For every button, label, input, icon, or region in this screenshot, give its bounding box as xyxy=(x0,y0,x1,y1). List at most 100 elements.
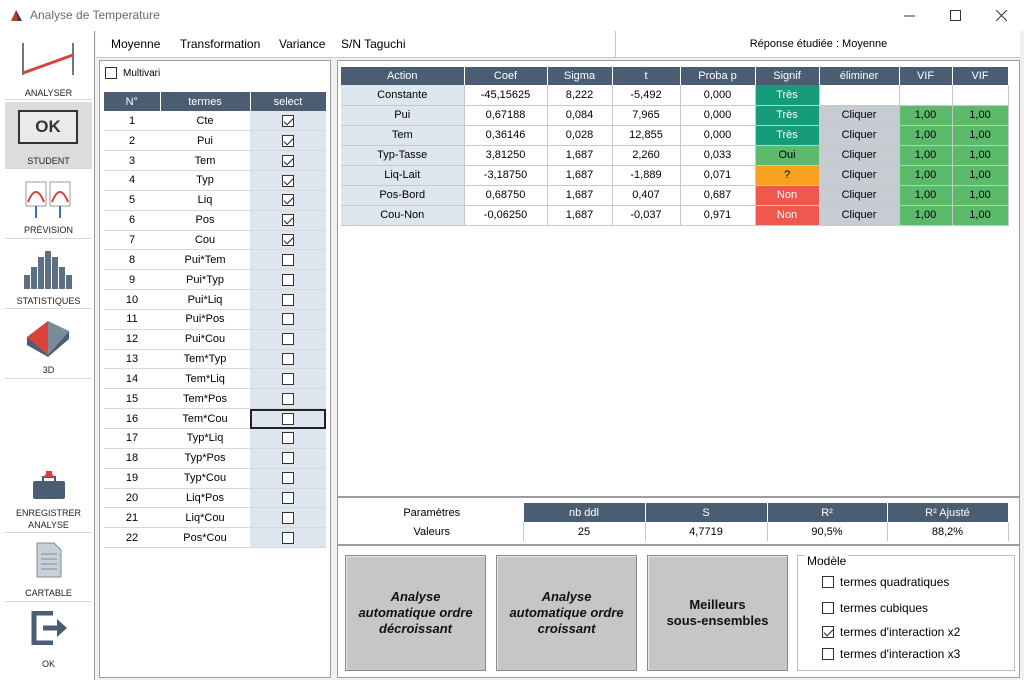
close-button[interactable] xyxy=(978,0,1024,31)
result-proba: 0,033 xyxy=(680,145,756,166)
result-vif: 1,00 xyxy=(899,125,953,146)
term-select-checkbox[interactable] xyxy=(282,472,294,485)
term-select-checkbox[interactable] xyxy=(282,412,294,425)
multivari-checkbox[interactable]: Multivari xyxy=(105,67,160,79)
menu-variance[interactable]: Variance xyxy=(279,37,326,51)
multivari-box[interactable] xyxy=(105,67,117,79)
menu-moyenne[interactable]: Moyenne xyxy=(111,37,161,51)
term-select-checkbox[interactable] xyxy=(282,432,294,445)
menu-sn-taguchi[interactable]: S/N Taguchi xyxy=(341,37,406,51)
terms-table: N° termes select 1 Cte 2 Pui 3 Tem 4 Typ 5 Liq 6 Po… xyxy=(104,92,327,549)
menu-transformation[interactable]: Transformation xyxy=(180,37,261,51)
cubiques-checkbox[interactable] xyxy=(822,602,834,614)
quadratiques-checkbox[interactable] xyxy=(822,576,834,588)
analyse-croissant-button[interactable]: Analyse automatique ordre croissant xyxy=(496,555,637,671)
toolbar-student[interactable]: OK STUDENT xyxy=(5,102,92,169)
analyse-decroissant-button[interactable]: Analyse automatique ordre décroissant xyxy=(345,555,486,671)
term-row: 15 Tem*Pos xyxy=(104,388,326,410)
toolbar-prevision[interactable]: PRÉVISION xyxy=(5,171,92,239)
term-name: Typ*Cou xyxy=(160,468,250,489)
term-select-checkbox[interactable] xyxy=(282,392,294,405)
term-select-cell[interactable] xyxy=(250,249,326,271)
term-select-checkbox[interactable] xyxy=(282,531,294,544)
toolbar-3d[interactable]: 3D xyxy=(5,311,92,379)
toolbar-ok[interactable]: OK xyxy=(5,603,92,673)
result-action: Cou-Non xyxy=(341,205,465,226)
term-select-cell[interactable] xyxy=(250,150,326,172)
minimize-button[interactable] xyxy=(886,0,932,31)
term-select-checkbox[interactable] xyxy=(282,293,294,306)
result-vif: 1,00 xyxy=(899,145,953,166)
term-select-checkbox[interactable] xyxy=(282,174,294,187)
toolbar-cartable[interactable]: CARTABLE xyxy=(5,534,92,602)
option-interaction-x2[interactable]: termes d'interaction x2 xyxy=(822,625,960,639)
term-select-cell[interactable] xyxy=(250,408,326,429)
term-select-cell[interactable] xyxy=(250,130,326,152)
term-select-checkbox[interactable] xyxy=(282,194,294,207)
term-select-checkbox[interactable] xyxy=(282,353,294,366)
term-select-checkbox[interactable] xyxy=(282,313,294,326)
term-select-checkbox[interactable] xyxy=(282,333,294,346)
eliminer-button[interactable]: Cliquer xyxy=(819,205,900,226)
result-vif xyxy=(952,85,1009,106)
term-select-cell[interactable] xyxy=(250,329,326,350)
term-select-checkbox[interactable] xyxy=(282,114,294,127)
term-select-cell[interactable] xyxy=(250,428,326,449)
term-number: 19 xyxy=(104,468,160,489)
term-select-cell[interactable] xyxy=(250,368,326,390)
maximize-button[interactable] xyxy=(932,0,978,31)
term-number: 15 xyxy=(104,388,160,410)
term-select-cell[interactable] xyxy=(250,289,326,310)
term-select-cell[interactable] xyxy=(250,507,326,529)
option-quadratiques[interactable]: termes quadratiques xyxy=(822,575,949,589)
term-select-checkbox[interactable] xyxy=(282,273,294,286)
eliminer-button[interactable]: Cliquer xyxy=(819,125,900,146)
term-number: 9 xyxy=(104,269,160,291)
term-select-cell[interactable] xyxy=(250,448,326,469)
result-vif: 1,00 xyxy=(899,165,953,186)
term-row: 1 Cte xyxy=(104,111,326,132)
term-select-checkbox[interactable] xyxy=(282,372,294,385)
term-select-cell[interactable] xyxy=(250,190,326,211)
toolbar-analyser[interactable]: ANALYSER xyxy=(5,33,92,100)
term-select-checkbox[interactable] xyxy=(282,134,294,147)
term-select-cell[interactable] xyxy=(250,468,326,489)
meilleurs-sous-ensembles-button[interactable]: Meilleurs sous-ensembles xyxy=(647,555,788,671)
term-select-checkbox[interactable] xyxy=(282,214,294,227)
term-select-checkbox[interactable] xyxy=(282,492,294,504)
eliminer-button[interactable]: Cliquer xyxy=(819,145,900,166)
term-select-cell[interactable] xyxy=(250,527,326,549)
term-row: 12 Pui*Cou xyxy=(104,329,326,350)
option-interaction-x3[interactable]: termes d'interaction x3 xyxy=(822,647,960,661)
term-select-cell[interactable] xyxy=(250,210,326,231)
term-select-cell[interactable] xyxy=(250,388,326,410)
term-select-cell[interactable] xyxy=(250,230,326,251)
result-action: Pos-Bord xyxy=(341,185,465,206)
option-cubiques[interactable]: termes cubiques xyxy=(822,601,928,615)
eliminer-button[interactable]: Cliquer xyxy=(819,185,900,206)
term-select-cell[interactable] xyxy=(250,111,326,132)
eliminer-button[interactable]: Cliquer xyxy=(819,105,900,126)
term-select-checkbox[interactable] xyxy=(282,253,294,266)
term-select-checkbox[interactable] xyxy=(282,234,294,247)
modele-legend: Modèle xyxy=(805,554,849,568)
term-panel: Multivari N° termes select 1 Cte 2 Pui 3 Tem 4… xyxy=(99,60,331,678)
title-bar: Analyse de Temperature xyxy=(0,0,1024,31)
term-select-cell[interactable] xyxy=(250,269,326,291)
toolbar-statistiques[interactable]: STATISTIQUES xyxy=(5,241,92,309)
eliminer-button[interactable]: Cliquer xyxy=(819,165,900,186)
term-row: 17 Typ*Liq xyxy=(104,428,326,449)
interaction-x3-checkbox[interactable] xyxy=(822,648,834,660)
interaction-x2-checkbox[interactable] xyxy=(822,626,834,638)
toolbar-enregistrer[interactable]: ENREGISTRER ANALYSE xyxy=(5,463,92,533)
term-select-checkbox[interactable] xyxy=(282,452,294,465)
line-chart-icon xyxy=(22,43,74,75)
term-select-cell[interactable] xyxy=(250,309,326,330)
term-select-cell[interactable] xyxy=(250,170,326,191)
term-select-checkbox[interactable] xyxy=(282,511,294,524)
term-name: Tem*Cou xyxy=(160,408,250,429)
term-select-cell[interactable] xyxy=(250,349,326,370)
term-select-cell[interactable] xyxy=(250,488,326,509)
term-select-checkbox[interactable] xyxy=(282,154,294,167)
results-panel: Action Coef Sigma t Proba p Signif élimi… xyxy=(337,60,1020,497)
